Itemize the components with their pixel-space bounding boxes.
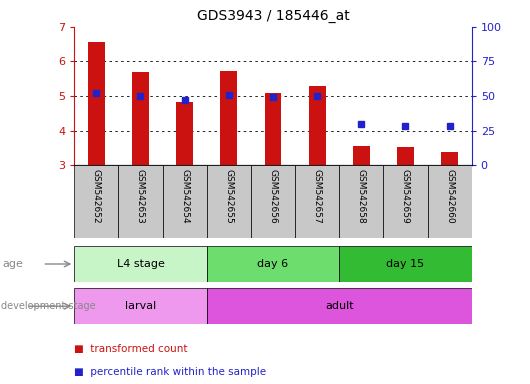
- Bar: [118, 165, 163, 238]
- Bar: [74, 165, 118, 238]
- Text: larval: larval: [125, 301, 156, 311]
- Text: adult: adult: [325, 301, 354, 311]
- Title: GDS3943 / 185446_at: GDS3943 / 185446_at: [197, 9, 349, 23]
- Bar: [264, 93, 281, 165]
- Bar: [441, 152, 458, 165]
- Text: GSM542652: GSM542652: [92, 169, 101, 223]
- Bar: [132, 73, 149, 165]
- Bar: [251, 165, 295, 238]
- Bar: [207, 288, 472, 324]
- Text: GSM542654: GSM542654: [180, 169, 189, 223]
- Bar: [383, 165, 428, 238]
- Text: ■  transformed count: ■ transformed count: [74, 344, 188, 354]
- Text: development stage: development stage: [1, 301, 95, 311]
- Bar: [339, 165, 383, 238]
- Bar: [74, 246, 207, 282]
- Text: GSM542657: GSM542657: [313, 169, 322, 223]
- Text: GSM542660: GSM542660: [445, 169, 454, 223]
- Text: GSM542659: GSM542659: [401, 169, 410, 223]
- Text: day 6: day 6: [258, 259, 288, 269]
- Bar: [308, 86, 325, 165]
- Text: GSM542653: GSM542653: [136, 169, 145, 223]
- Bar: [353, 146, 369, 165]
- Bar: [207, 165, 251, 238]
- Bar: [207, 246, 339, 282]
- Text: L4 stage: L4 stage: [117, 259, 164, 269]
- Bar: [220, 71, 237, 165]
- Bar: [428, 165, 472, 238]
- Bar: [339, 246, 472, 282]
- Bar: [397, 147, 414, 165]
- Bar: [176, 102, 193, 165]
- Bar: [295, 165, 339, 238]
- Text: ■  percentile rank within the sample: ■ percentile rank within the sample: [74, 367, 266, 377]
- Text: GSM542655: GSM542655: [224, 169, 233, 223]
- Text: day 15: day 15: [386, 259, 425, 269]
- Text: GSM542656: GSM542656: [269, 169, 277, 223]
- Bar: [163, 165, 207, 238]
- Bar: [74, 288, 207, 324]
- Bar: [88, 43, 105, 165]
- Text: GSM542658: GSM542658: [357, 169, 366, 223]
- Text: age: age: [3, 259, 23, 269]
